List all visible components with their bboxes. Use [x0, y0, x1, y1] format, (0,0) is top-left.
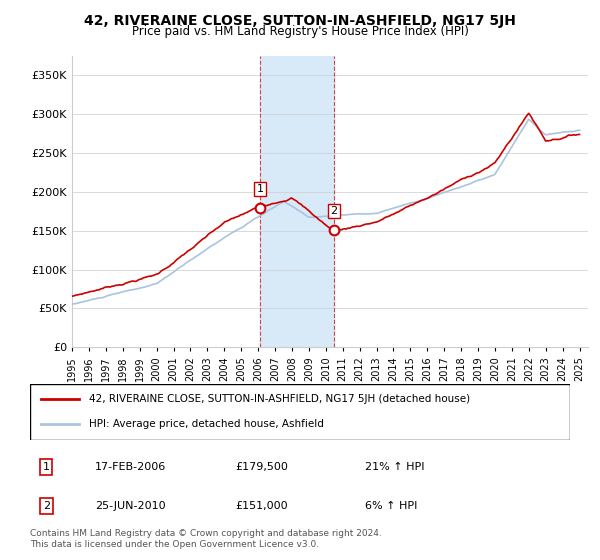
Text: 2: 2 — [331, 206, 337, 216]
Text: £179,500: £179,500 — [235, 462, 288, 472]
Text: 21% ↑ HPI: 21% ↑ HPI — [365, 462, 424, 472]
Text: Contains HM Land Registry data © Crown copyright and database right 2024.
This d: Contains HM Land Registry data © Crown c… — [30, 529, 382, 549]
Text: Price paid vs. HM Land Registry's House Price Index (HPI): Price paid vs. HM Land Registry's House … — [131, 25, 469, 38]
Text: 6% ↑ HPI: 6% ↑ HPI — [365, 501, 417, 511]
Bar — [260, 56, 334, 347]
FancyBboxPatch shape — [30, 384, 570, 440]
Text: 2: 2 — [43, 501, 50, 511]
Text: 42, RIVERAINE CLOSE, SUTTON-IN-ASHFIELD, NG17 5JH: 42, RIVERAINE CLOSE, SUTTON-IN-ASHFIELD,… — [84, 14, 516, 28]
Text: 17-FEB-2006: 17-FEB-2006 — [95, 462, 166, 472]
Text: 1: 1 — [43, 462, 50, 472]
Text: 1: 1 — [257, 184, 263, 194]
Text: 42, RIVERAINE CLOSE, SUTTON-IN-ASHFIELD, NG17 5JH (detached house): 42, RIVERAINE CLOSE, SUTTON-IN-ASHFIELD,… — [89, 394, 470, 404]
Text: 25-JUN-2010: 25-JUN-2010 — [95, 501, 166, 511]
Text: HPI: Average price, detached house, Ashfield: HPI: Average price, detached house, Ashf… — [89, 419, 324, 429]
Text: £151,000: £151,000 — [235, 501, 288, 511]
